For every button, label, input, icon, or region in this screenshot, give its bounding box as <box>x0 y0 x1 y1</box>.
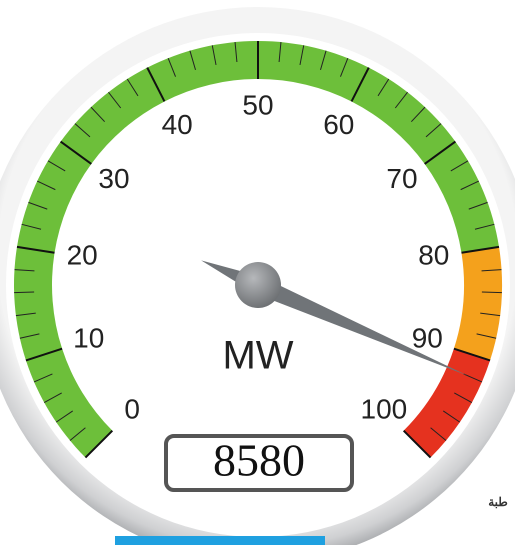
tick-label: 0 <box>124 393 140 424</box>
tick-label: 50 <box>242 89 273 120</box>
background-text: طبة <box>488 495 508 509</box>
tick-label: 30 <box>98 163 129 194</box>
tick-label: 60 <box>323 109 354 140</box>
tick-label: 20 <box>67 240 98 271</box>
minor-tick <box>482 292 502 293</box>
needle-hub <box>235 262 281 308</box>
page: {"chart_data": {"type": "gauge", "value"… <box>0 0 515 545</box>
gauge-chart: 0 10 20 30 40 50 60 70 80 90 100 MW 8580 طبة <box>0 0 515 545</box>
readout: 8580 <box>213 435 305 486</box>
tick-label: 90 <box>412 322 443 353</box>
tick-label: 80 <box>418 240 449 271</box>
unit-label: MW <box>222 334 293 378</box>
tick-label: 10 <box>73 322 104 353</box>
minor-tick <box>14 292 34 293</box>
tick-label: 100 <box>361 393 408 424</box>
tick-label: 40 <box>162 109 193 140</box>
tick-label: 70 <box>386 163 417 194</box>
background-bar <box>115 536 325 545</box>
